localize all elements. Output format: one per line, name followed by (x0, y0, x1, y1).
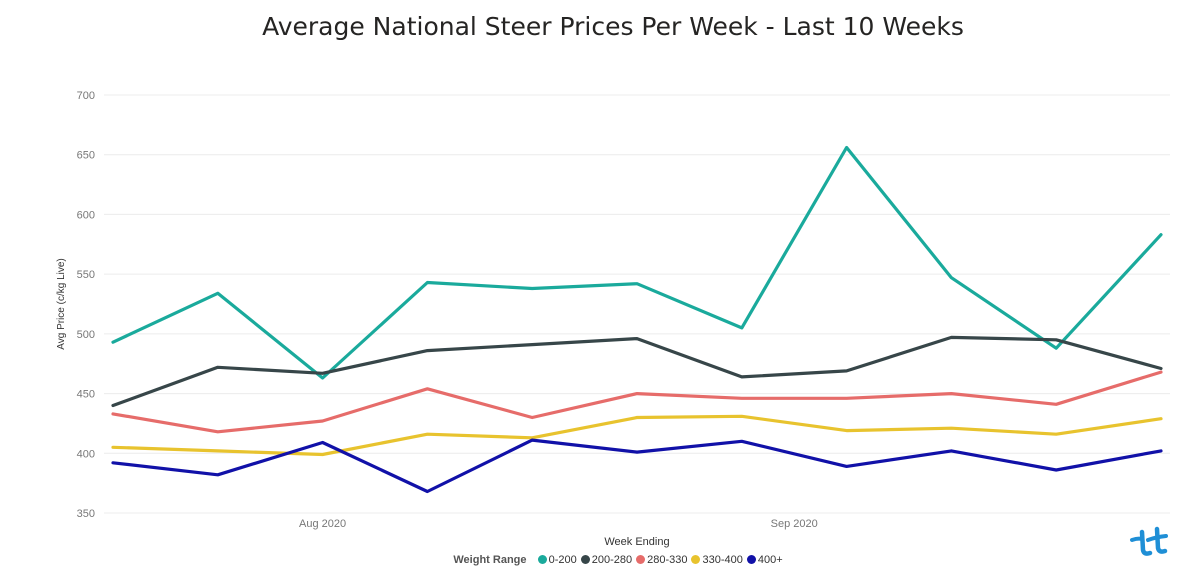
series-line-330-400 (111, 414, 1163, 457)
legend-label: 330-400 (702, 554, 743, 566)
legend-label: 200-280 (591, 554, 633, 566)
legend-item[interactable]: 0-200 (537, 554, 577, 566)
y-tick-label: 650 (77, 150, 95, 162)
legend-item[interactable]: 200-280 (580, 554, 633, 566)
x-axis-title: Week Ending (604, 536, 669, 548)
y-tick-label: 500 (77, 329, 95, 341)
x-tick-label: Aug 2020 (299, 518, 346, 530)
series-line-0-200 (111, 145, 1163, 380)
legend-item[interactable]: 330-400 (691, 554, 743, 566)
series-line-200-280 (111, 335, 1163, 408)
y-tick-label: 550 (77, 269, 95, 281)
y-tick-label: 700 (77, 90, 95, 102)
legend-item[interactable]: 400+ (746, 554, 783, 566)
brand-logo-icon (1130, 526, 1168, 556)
legend-item[interactable]: 280-330 (636, 554, 687, 566)
legend-marker (636, 555, 646, 564)
legend-label: 280-330 (647, 554, 688, 566)
y-axis-ticks: 350 400 450 500 550 600 650 700 (77, 90, 95, 520)
y-tick-label: 350 (77, 508, 95, 520)
legend: Weight Range 0-200 200-280 280-330 330-400 4… (0, 554, 1200, 566)
legend-marker (691, 555, 701, 564)
x-axis-ticks: Aug 2020 Sep 2020 (299, 518, 818, 530)
legend-title: Weight Range (453, 554, 527, 566)
legend-marker (746, 555, 756, 564)
legend-marker (537, 555, 547, 564)
y-tick-label: 450 (77, 389, 95, 401)
y-tick-label: 400 (77, 448, 95, 460)
gridlines (104, 94, 1170, 514)
series-line-280-330 (111, 370, 1163, 434)
series-line-400+ (111, 438, 1163, 494)
legend-label: 400+ (757, 554, 783, 566)
y-axis-title: Avg Price (c/kg Live) (56, 258, 67, 350)
x-tick-label: Sep 2020 (771, 518, 818, 530)
legend-label: 0-200 (548, 554, 577, 566)
y-tick-label: 600 (77, 209, 95, 221)
legend-marker (580, 555, 590, 564)
chart-title: Average National Steer Prices Per Week -… (262, 12, 964, 41)
series-lines (111, 145, 1163, 494)
